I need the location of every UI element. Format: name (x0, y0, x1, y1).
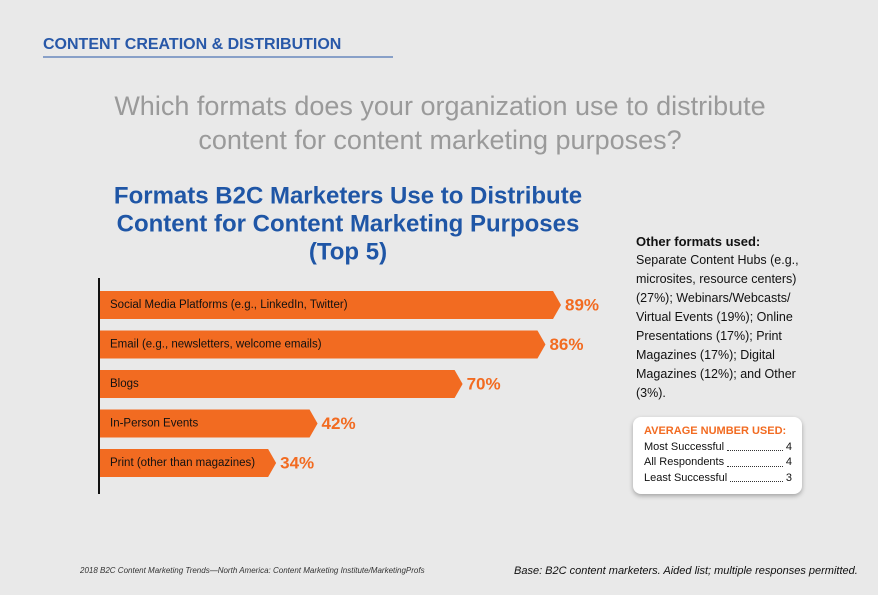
average-label: All Respondents (644, 456, 725, 468)
average-label: Most Successful (644, 440, 725, 453)
average-row: Least Successful 3 (644, 471, 792, 487)
header: CONTENT CREATION & DISTRIBUTION (43, 36, 341, 53)
chart-title: Content for Content Marketing Purposes (117, 210, 580, 237)
bar (100, 291, 562, 319)
average-box: AVERAGE NUMBER USED: Most Successful 4 All… (633, 417, 802, 494)
bar (100, 370, 463, 398)
leader (730, 471, 783, 482)
category-label: Print (other than magazines) (110, 457, 255, 469)
question: content for content marketing purposes? (198, 125, 681, 155)
value-label: 42% (322, 414, 356, 433)
category-label: Blogs (110, 378, 139, 390)
average-row: All Respondents 4 (644, 455, 792, 471)
average-value: 3 (785, 471, 792, 484)
chart-title: Formats B2C Marketers Use to Distribute (114, 182, 582, 209)
average-row: Most Successful 4 (644, 440, 792, 456)
category-label: In-Person Events (110, 418, 198, 430)
value-label: 70% (467, 374, 501, 393)
chart-title: (Top 5) (309, 238, 387, 265)
source: 2018 B2C Content Marketing Trends—North … (80, 566, 425, 575)
average-heading: AVERAGE NUMBER USED: (644, 425, 787, 437)
bar (100, 409, 318, 438)
bar (100, 330, 546, 359)
other-formats-text: Separate Content Hubs (e.g., microsites,… (636, 253, 799, 400)
leader (727, 440, 783, 451)
value-label: 34% (280, 453, 314, 472)
other-formats-heading: Other formats used: (636, 234, 761, 249)
other-formats: Other formats used: Separate Content Hub… (636, 232, 808, 403)
average-value: 4 (785, 456, 792, 468)
average-label: Least Successful (644, 471, 728, 484)
value-label: 86% (549, 335, 583, 354)
category-label: Email (e.g., newsletters, welcome emails… (110, 339, 322, 351)
category-label: Social Media Platforms (e.g., LinkedIn, … (110, 299, 348, 311)
bar (100, 449, 277, 477)
question: Which formats does your organization use… (114, 91, 765, 121)
value-label: 89% (565, 295, 599, 314)
base-note: Base: B2C content marketers. Aided list;… (514, 565, 858, 577)
average-value: 4 (785, 440, 792, 453)
leader (727, 455, 783, 467)
